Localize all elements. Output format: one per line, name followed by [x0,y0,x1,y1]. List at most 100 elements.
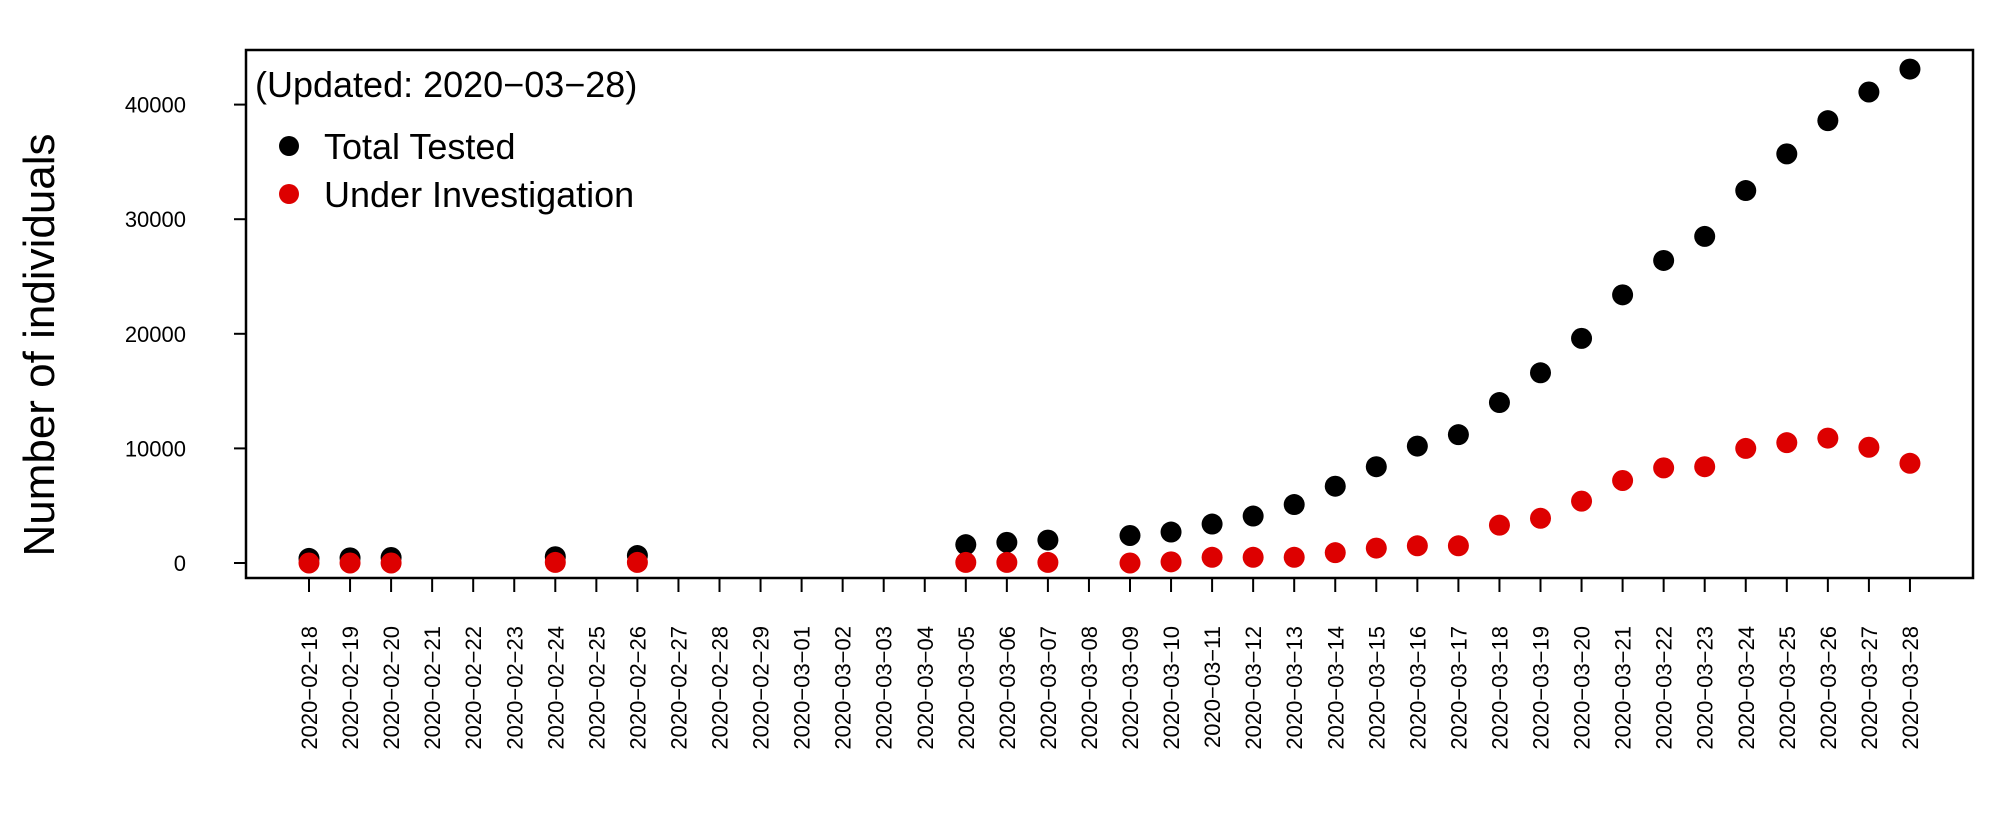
x-tick-label: 2020−03−13 [1282,626,1307,750]
legend-marker-under-investigation [279,184,299,204]
x-tick-label: 2020−02−21 [420,626,445,750]
point-total-tested [1817,110,1839,132]
point-under-investigation [1653,457,1675,479]
point-under-investigation [1365,537,1387,559]
point-total-tested [1324,475,1346,497]
point-total-tested [1037,529,1059,551]
point-under-investigation [626,551,648,573]
y-tick-label: 40000 [125,93,186,118]
x-tick-label: 2020−03−05 [954,626,979,750]
point-total-tested [996,531,1018,553]
y-tick-label: 10000 [125,436,186,461]
x-tick-label: 2020−03−18 [1487,626,1512,750]
x-tick-label: 2020−03−08 [1077,626,1102,750]
y-tick-label: 0 [174,551,186,576]
x-tick-label: 2020−03−24 [1734,626,1759,750]
point-under-investigation [1694,456,1716,478]
point-total-tested [1858,81,1880,103]
point-total-tested [1119,524,1141,546]
point-under-investigation [1119,552,1141,574]
y-axis-label: Number of individuals [15,133,64,556]
legend-marker-total-tested [279,136,299,156]
y-tick-label: 30000 [125,207,186,232]
x-tick-label: 2020−02−20 [379,626,404,750]
x-tick-label: 2020−03−23 [1693,626,1718,750]
x-axis: 2020−02−18 2020−02−19 2020−02−20 2020−02−21… [297,578,1923,750]
legend-label-total-tested: Total Tested [324,126,515,167]
point-under-investigation [1899,452,1921,474]
data-points [298,58,1921,574]
x-tick-label: 2020−02−28 [708,626,733,750]
x-tick-label: 2020−03−20 [1570,626,1595,750]
point-total-tested [1283,494,1305,516]
x-tick-label: 2020−03−11 [1200,626,1225,748]
point-total-tested [1899,58,1921,80]
x-tick-label: 2020−02−26 [625,626,650,750]
x-tick-label: 2020−03−16 [1405,626,1430,750]
point-total-tested [1694,225,1716,247]
point-under-investigation [1858,436,1880,458]
x-tick-label: 2020−02−25 [584,626,609,750]
x-tick-label: 2020−03−01 [790,626,815,750]
x-tick-label: 2020−03−03 [872,626,897,750]
point-under-investigation [1201,546,1223,568]
x-tick-label: 2020−03−22 [1652,626,1677,750]
x-tick-label: 2020−02−19 [338,626,363,750]
point-under-investigation [1160,551,1182,573]
point-total-tested [1201,513,1223,535]
point-under-investigation [1242,546,1264,568]
x-tick-label: 2020−02−18 [297,626,322,750]
updated-annotation: (Updated: 2020−03−28) [255,64,637,105]
point-under-investigation [380,552,402,574]
point-under-investigation [1283,546,1305,568]
x-tick-label: 2020−02−29 [749,626,774,750]
point-total-tested [1406,435,1428,457]
point-under-investigation [339,552,361,574]
x-tick-label: 2020−03−28 [1898,626,1923,750]
point-total-tested [1530,362,1551,384]
x-tick-label: 2020−03−02 [831,626,856,750]
x-tick-label: 2020−03−06 [995,626,1020,750]
point-total-tested [1447,424,1469,446]
plot-frame [244,48,1975,580]
point-total-tested [1365,456,1387,478]
point-total-tested [1612,284,1634,306]
point-total-tested [1242,505,1264,527]
point-under-investigation [996,551,1018,573]
point-total-tested [1653,249,1675,271]
point-under-investigation [1488,514,1510,536]
point-under-investigation [1447,535,1469,557]
x-tick-label: 2020−02−27 [666,626,691,750]
legend-label-under-investigation: Under Investigation [324,174,634,215]
legend: Total Tested Under Investigation [279,126,634,215]
point-under-investigation [1530,507,1551,529]
x-tick-label: 2020−03−19 [1529,626,1554,750]
point-under-investigation [544,551,566,573]
point-total-tested [955,534,977,556]
point-under-investigation [298,552,320,574]
point-under-investigation [1037,551,1059,573]
x-tick-label: 2020−03−12 [1241,626,1266,750]
point-under-investigation [1406,535,1428,557]
point-under-investigation [1324,542,1346,564]
x-tick-label: 2020−02−22 [461,626,486,750]
x-tick-label: 2020−03−17 [1446,626,1471,750]
x-tick-label: 2020−03−07 [1036,626,1061,750]
point-total-tested [1571,327,1593,349]
x-tick-label: 2020−03−26 [1816,626,1841,750]
x-tick-label: 2020−03−27 [1857,626,1882,750]
x-tick-label: 2020−03−21 [1611,626,1636,750]
point-total-tested [1488,392,1510,414]
point-under-investigation [1776,432,1798,454]
x-tick-label: 2020−03−15 [1364,626,1389,750]
point-total-tested [1735,180,1757,202]
point-under-investigation [955,551,977,573]
x-tick-label: 2020−03−04 [913,626,938,750]
x-tick-label: 2020−03−25 [1775,626,1800,750]
point-total-tested [1160,521,1182,543]
point-under-investigation [1735,437,1757,459]
point-under-investigation [1612,469,1634,491]
x-tick-label: 2020−03−09 [1118,626,1143,750]
y-tick-label: 20000 [125,322,186,347]
